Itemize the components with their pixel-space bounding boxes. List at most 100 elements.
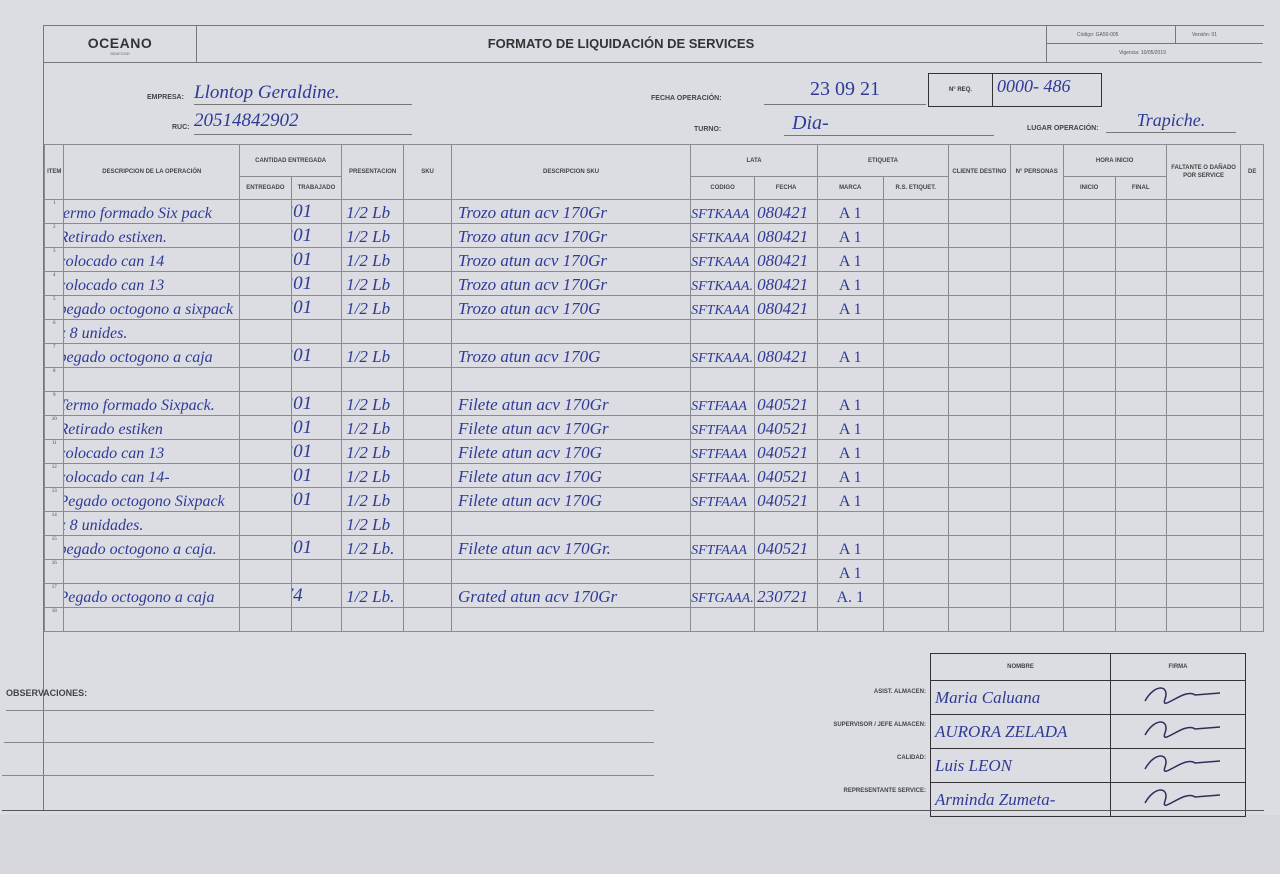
rs-cell[interactable]	[882, 535, 949, 560]
rs-cell[interactable]	[882, 511, 949, 536]
faltante-cell[interactable]	[1165, 607, 1242, 632]
codigo-cell[interactable]: SFTFAAA	[690, 535, 756, 560]
entregado-cell[interactable]	[239, 439, 292, 464]
operation-cell[interactable]: colocado can 13	[63, 439, 241, 464]
fecha-cell[interactable]	[754, 319, 818, 344]
inicio-cell[interactable]	[1062, 343, 1116, 368]
cliente-cell[interactable]	[947, 559, 1011, 584]
signature-name-cell[interactable]: Arminda Zumeta-	[930, 782, 1111, 817]
operation-cell[interactable]: colocado can 14	[63, 247, 241, 272]
descripcion-sku-cell[interactable]: Trozo atun acv 170Gr	[450, 247, 692, 272]
presentacion-cell[interactable]: 1/2 Lb	[341, 391, 405, 416]
cliente-cell[interactable]	[947, 295, 1011, 320]
sku-cell[interactable]	[403, 415, 452, 440]
de-cell[interactable]	[1240, 487, 1264, 512]
codigo-cell[interactable]	[690, 319, 756, 344]
marca-cell[interactable]: A 1	[816, 199, 884, 224]
final-cell[interactable]	[1114, 367, 1167, 392]
trabajado-cell[interactable]: 301	[290, 223, 343, 248]
rs-cell[interactable]	[882, 199, 949, 224]
codigo-cell[interactable]: SFTGAAA.	[690, 583, 756, 608]
codigo-cell[interactable]	[690, 607, 756, 632]
personas-cell[interactable]	[1009, 391, 1064, 416]
entregado-cell[interactable]	[239, 463, 292, 488]
fecha-cell[interactable]: 080421	[754, 295, 818, 320]
de-cell[interactable]	[1240, 583, 1264, 608]
rs-cell[interactable]	[882, 583, 949, 608]
rs-cell[interactable]	[882, 343, 949, 368]
cliente-cell[interactable]	[947, 247, 1011, 272]
codigo-cell[interactable]: SFTKAAA	[690, 247, 756, 272]
personas-cell[interactable]	[1009, 535, 1064, 560]
codigo-cell[interactable]: SFTKAAA.	[690, 343, 756, 368]
personas-cell[interactable]	[1009, 271, 1064, 296]
rs-cell[interactable]	[882, 367, 949, 392]
entregado-cell[interactable]	[239, 247, 292, 272]
lugar-field[interactable]: Trapiche.	[1106, 110, 1236, 133]
sku-cell[interactable]	[403, 607, 452, 632]
observaciones-line[interactable]	[6, 710, 654, 711]
sku-cell[interactable]	[403, 439, 452, 464]
cliente-cell[interactable]	[947, 415, 1011, 440]
item-cell[interactable]: 17	[43, 583, 65, 608]
trabajado-cell[interactable]: 74	[290, 583, 343, 608]
cliente-cell[interactable]	[947, 199, 1011, 224]
item-cell[interactable]: 18	[43, 607, 65, 632]
descripcion-sku-cell[interactable]: Trozo atun acv 170Gr	[450, 271, 692, 296]
final-cell[interactable]	[1114, 439, 1167, 464]
personas-cell[interactable]	[1009, 319, 1064, 344]
inicio-cell[interactable]	[1062, 439, 1116, 464]
entregado-cell[interactable]	[239, 295, 292, 320]
fecha-cell[interactable]	[754, 511, 818, 536]
cliente-cell[interactable]	[947, 607, 1011, 632]
inicio-cell[interactable]	[1062, 199, 1116, 224]
sku-cell[interactable]	[403, 199, 452, 224]
codigo-cell[interactable]: SFTFAAA	[690, 487, 756, 512]
entregado-cell[interactable]	[239, 199, 292, 224]
final-cell[interactable]	[1114, 223, 1167, 248]
cliente-cell[interactable]	[947, 271, 1011, 296]
cliente-cell[interactable]	[947, 439, 1011, 464]
descripcion-sku-cell[interactable]: Filete atun acv 170G	[450, 487, 692, 512]
descripcion-sku-cell[interactable]: Grated atun acv 170Gr	[450, 583, 692, 608]
entregado-cell[interactable]	[239, 415, 292, 440]
inicio-cell[interactable]	[1062, 223, 1116, 248]
sku-cell[interactable]	[403, 319, 452, 344]
inicio-cell[interactable]	[1062, 559, 1116, 584]
entregado-cell[interactable]	[239, 391, 292, 416]
final-cell[interactable]	[1114, 295, 1167, 320]
marca-cell[interactable]: A 1	[816, 415, 884, 440]
personas-cell[interactable]	[1009, 343, 1064, 368]
faltante-cell[interactable]	[1165, 487, 1242, 512]
fecha-cell[interactable]: 040521	[754, 439, 818, 464]
inicio-cell[interactable]	[1062, 511, 1116, 536]
entregado-cell[interactable]	[239, 223, 292, 248]
empresa-field[interactable]: Llontop Geraldine.	[194, 82, 412, 105]
operation-cell[interactable]	[63, 559, 241, 584]
cliente-cell[interactable]	[947, 391, 1011, 416]
operation-cell[interactable]	[63, 367, 241, 392]
sku-cell[interactable]	[403, 295, 452, 320]
marca-cell[interactable]: A 1	[816, 535, 884, 560]
descripcion-sku-cell[interactable]	[450, 607, 692, 632]
trabajado-cell[interactable]: 301	[290, 295, 343, 320]
final-cell[interactable]	[1114, 583, 1167, 608]
final-cell[interactable]	[1114, 487, 1167, 512]
signature-firma-cell[interactable]	[1110, 748, 1246, 783]
item-cell[interactable]: 13	[43, 487, 65, 512]
item-cell[interactable]: 10	[43, 415, 65, 440]
trabajado-cell[interactable]: 301	[290, 439, 343, 464]
fecha-cell[interactable]: 040521	[754, 415, 818, 440]
marca-cell[interactable]	[816, 367, 884, 392]
faltante-cell[interactable]	[1165, 223, 1242, 248]
signature-name-cell[interactable]: Maria Caluana	[930, 680, 1111, 715]
sku-cell[interactable]	[403, 463, 452, 488]
inicio-cell[interactable]	[1062, 391, 1116, 416]
marca-cell[interactable]: A 1	[816, 439, 884, 464]
fecha-cell[interactable]: 080421	[754, 271, 818, 296]
rs-cell[interactable]	[882, 295, 949, 320]
sku-cell[interactable]	[403, 583, 452, 608]
personas-cell[interactable]	[1009, 415, 1064, 440]
cliente-cell[interactable]	[947, 583, 1011, 608]
rs-cell[interactable]	[882, 415, 949, 440]
